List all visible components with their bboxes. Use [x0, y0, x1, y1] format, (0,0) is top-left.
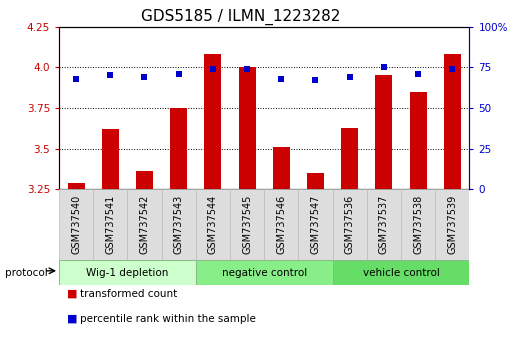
Text: GSM737547: GSM737547 [310, 195, 321, 255]
Text: GSM737540: GSM737540 [71, 195, 81, 255]
Bar [230, 189, 264, 260]
Text: GSM737545: GSM737545 [242, 195, 252, 255]
Bar [239, 67, 255, 189]
Bar [127, 189, 162, 260]
Bar [332, 189, 367, 260]
Bar [332, 260, 469, 285]
Bar [264, 189, 299, 260]
Bar [273, 147, 290, 189]
Text: GSM737541: GSM737541 [105, 195, 115, 255]
Text: GSM737544: GSM737544 [208, 195, 218, 255]
Bar [196, 260, 332, 285]
Text: vehicle control: vehicle control [363, 268, 440, 278]
Bar [162, 189, 196, 260]
Text: GSM737542: GSM737542 [140, 195, 149, 255]
Text: GSM737546: GSM737546 [277, 195, 286, 255]
Bar [307, 173, 324, 189]
Text: ■: ■ [67, 314, 77, 324]
Bar [401, 189, 435, 260]
Bar [136, 171, 153, 189]
Bar [170, 108, 187, 189]
Bar [409, 92, 427, 189]
Bar [367, 189, 401, 260]
Text: GDS5185 / ILMN_1223282: GDS5185 / ILMN_1223282 [142, 9, 341, 25]
Text: negative control: negative control [222, 268, 307, 278]
Text: GSM737536: GSM737536 [345, 195, 354, 255]
Text: transformed count: transformed count [80, 289, 177, 299]
Bar [204, 54, 222, 189]
Bar [435, 189, 469, 260]
Text: Wig-1 depletion: Wig-1 depletion [86, 268, 169, 278]
Bar [102, 129, 119, 189]
Bar [196, 189, 230, 260]
Bar [68, 183, 85, 189]
Text: percentile rank within the sample: percentile rank within the sample [80, 314, 255, 324]
Bar [299, 189, 332, 260]
Text: GSM737537: GSM737537 [379, 195, 389, 255]
Bar [341, 127, 358, 189]
Text: GSM737539: GSM737539 [447, 195, 457, 255]
Text: protocol: protocol [5, 268, 48, 278]
Bar [376, 75, 392, 189]
Bar [93, 189, 127, 260]
Bar [59, 189, 93, 260]
Bar [444, 54, 461, 189]
Text: GSM737538: GSM737538 [413, 195, 423, 255]
Text: GSM737543: GSM737543 [174, 195, 184, 255]
Bar [59, 260, 196, 285]
Text: ■: ■ [67, 289, 77, 299]
